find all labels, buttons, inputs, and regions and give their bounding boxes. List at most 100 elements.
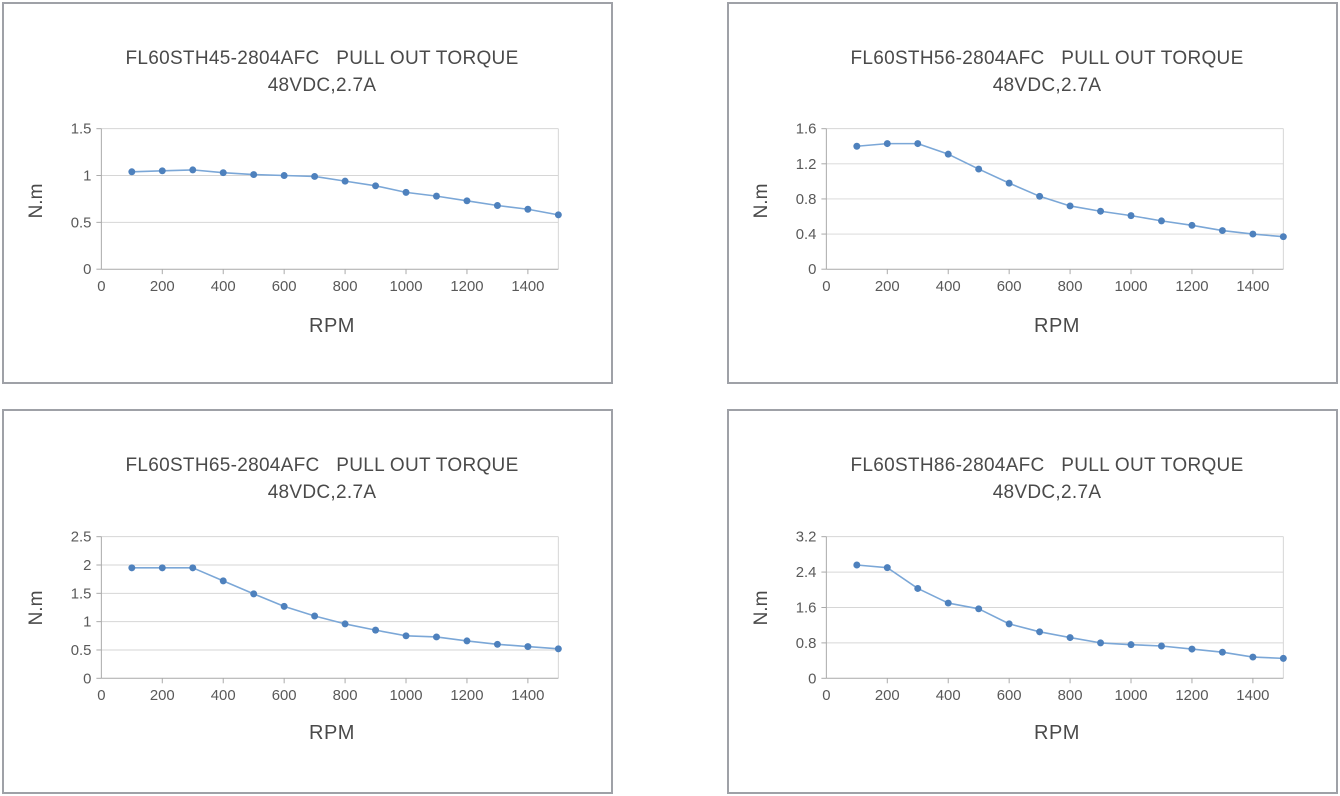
x-tick-label: 600 xyxy=(272,687,297,704)
data-point-marker xyxy=(1036,628,1044,636)
data-point-marker xyxy=(1066,202,1074,210)
data-point-marker xyxy=(944,150,952,158)
chart-title: FL60STH86-2804AFC PULL OUT TORQUE xyxy=(850,455,1244,476)
data-point-marker xyxy=(189,564,197,572)
data-point-marker xyxy=(1158,217,1165,225)
chart-panel-fl60sth65: 0 0.5 1 1.5 2 2.5 0 200 400 600 800 1000 1200 1400 FL… xyxy=(2,409,613,794)
data-point-marker xyxy=(554,211,562,219)
y-tick-label: 0.8 xyxy=(796,635,817,652)
data-point-marker xyxy=(341,620,349,628)
chart-panel-fl60sth45: 0 0.5 1 1.5 0 200 400 600 800 1000 1200 1400 FL60ST… xyxy=(2,2,613,384)
data-point-marker xyxy=(914,584,922,592)
data-point-marker xyxy=(1279,654,1287,662)
data-point-marker xyxy=(189,166,197,174)
data-point-marker xyxy=(128,168,136,176)
y-tick-label: 2.4 xyxy=(796,564,817,581)
x-tick-label: 1400 xyxy=(511,279,544,295)
data-point-marker xyxy=(372,182,380,190)
y-tick-label: 1.6 xyxy=(796,122,817,138)
data-point-marker xyxy=(1005,620,1013,628)
data-point-marker xyxy=(219,169,227,177)
y-tick-label: 1 xyxy=(83,614,91,631)
x-tick-label: 200 xyxy=(875,279,900,295)
x-tick-label: 400 xyxy=(936,687,961,704)
x-tick-label: 0 xyxy=(97,279,105,295)
y-axis-label: N.m xyxy=(751,183,772,219)
data-point-marker xyxy=(219,577,227,585)
x-tick-label: 400 xyxy=(211,279,236,295)
data-point-marker xyxy=(1218,227,1226,235)
data-point-marker xyxy=(402,632,410,640)
data-point-marker xyxy=(1188,645,1196,653)
x-tick-label: 600 xyxy=(997,687,1022,704)
y-tick-label: 1.2 xyxy=(796,157,817,173)
chart-subtitle: 48VDC,2.7A xyxy=(267,75,377,96)
x-tick-label: 0 xyxy=(97,687,105,704)
x-tick-label: 1400 xyxy=(511,687,544,704)
x-tick-label: 400 xyxy=(936,279,961,295)
data-point-marker xyxy=(463,197,471,205)
x-tick-label: 800 xyxy=(1058,279,1083,295)
y-tick-label: 0 xyxy=(808,262,816,278)
y-tick-label: 0.8 xyxy=(796,192,817,208)
x-tick-label: 0 xyxy=(822,687,830,704)
chart-subtitle: 48VDC,2.7A xyxy=(267,482,377,503)
data-point-marker xyxy=(250,590,258,598)
y-tick-label: 1.6 xyxy=(796,599,817,616)
x-tick-label: 600 xyxy=(997,279,1022,295)
y-tick-label: 1.5 xyxy=(71,585,92,602)
data-point-marker xyxy=(341,177,349,185)
data-point-marker xyxy=(493,202,501,209)
x-tick-label: 1200 xyxy=(1175,279,1208,295)
data-point-marker xyxy=(463,637,471,645)
x-tick-label: 1200 xyxy=(450,279,483,295)
data-point-marker xyxy=(853,142,861,150)
data-point-marker xyxy=(1249,230,1257,238)
data-point-marker xyxy=(158,167,166,175)
chart-title: FL60STH56-2804AFC PULL OUT TORQUE xyxy=(850,48,1244,69)
y-tick-label: 2.5 xyxy=(71,529,92,546)
data-point-marker xyxy=(433,633,440,641)
data-point-marker xyxy=(280,172,288,179)
data-point-marker xyxy=(1188,221,1196,229)
torque-chart-fl60sth86: 0 0.8 1.6 2.4 3.2 0 200 400 600 800 1000 1200 1400 xyxy=(796,529,1287,704)
y-tick-label: 1 xyxy=(83,168,91,184)
data-point-marker xyxy=(914,140,922,148)
y-axis-label: N.m xyxy=(26,590,47,626)
chart-panel-fl60sth86: 0 0.8 1.6 2.4 3.2 0 200 400 600 800 1000 1200 1400 F… xyxy=(727,409,1338,794)
x-tick-label: 200 xyxy=(150,279,175,295)
chart-subtitle: 48VDC,2.7A xyxy=(992,75,1102,96)
chart-title: FL60STH45-2804AFC PULL OUT TORQUE xyxy=(125,48,519,69)
y-tick-label: 0.5 xyxy=(71,215,92,231)
y-tick-label: 0 xyxy=(808,670,816,687)
data-point-marker xyxy=(1066,634,1074,642)
data-point-marker xyxy=(944,599,952,607)
y-tick-label: 0 xyxy=(83,262,91,278)
y-axis-label: N.m xyxy=(26,183,47,219)
data-point-marker xyxy=(975,605,983,613)
data-point-marker xyxy=(1127,641,1135,649)
data-point-marker xyxy=(1218,648,1226,656)
x-axis-label: RPM xyxy=(309,315,355,337)
x-axis-label: RPM xyxy=(309,722,355,744)
data-point-marker xyxy=(372,626,380,634)
data-point-marker xyxy=(883,564,891,572)
x-tick-label: 1000 xyxy=(389,279,422,295)
x-tick-label: 1200 xyxy=(1175,687,1208,704)
data-point-marker xyxy=(1097,207,1105,215)
data-point-marker xyxy=(1158,642,1165,650)
data-point-marker xyxy=(1036,192,1044,200)
data-point-marker xyxy=(1127,212,1135,220)
data-point-marker xyxy=(280,602,288,610)
data-point-marker xyxy=(250,171,258,179)
torque-curve xyxy=(131,169,559,216)
data-point-marker xyxy=(311,612,319,620)
x-tick-label: 1000 xyxy=(389,687,422,704)
x-tick-label: 0 xyxy=(822,279,830,295)
x-axis-label: RPM xyxy=(1034,315,1080,337)
data-point-marker xyxy=(1097,639,1105,647)
y-axis-label: N.m xyxy=(751,590,772,626)
torque-chart-fl60sth65: 0 0.5 1 1.5 2 2.5 0 200 400 600 800 1000 1200 1400 xyxy=(71,529,562,704)
x-axis-label: RPM xyxy=(1034,722,1080,744)
data-point-marker xyxy=(402,188,410,196)
